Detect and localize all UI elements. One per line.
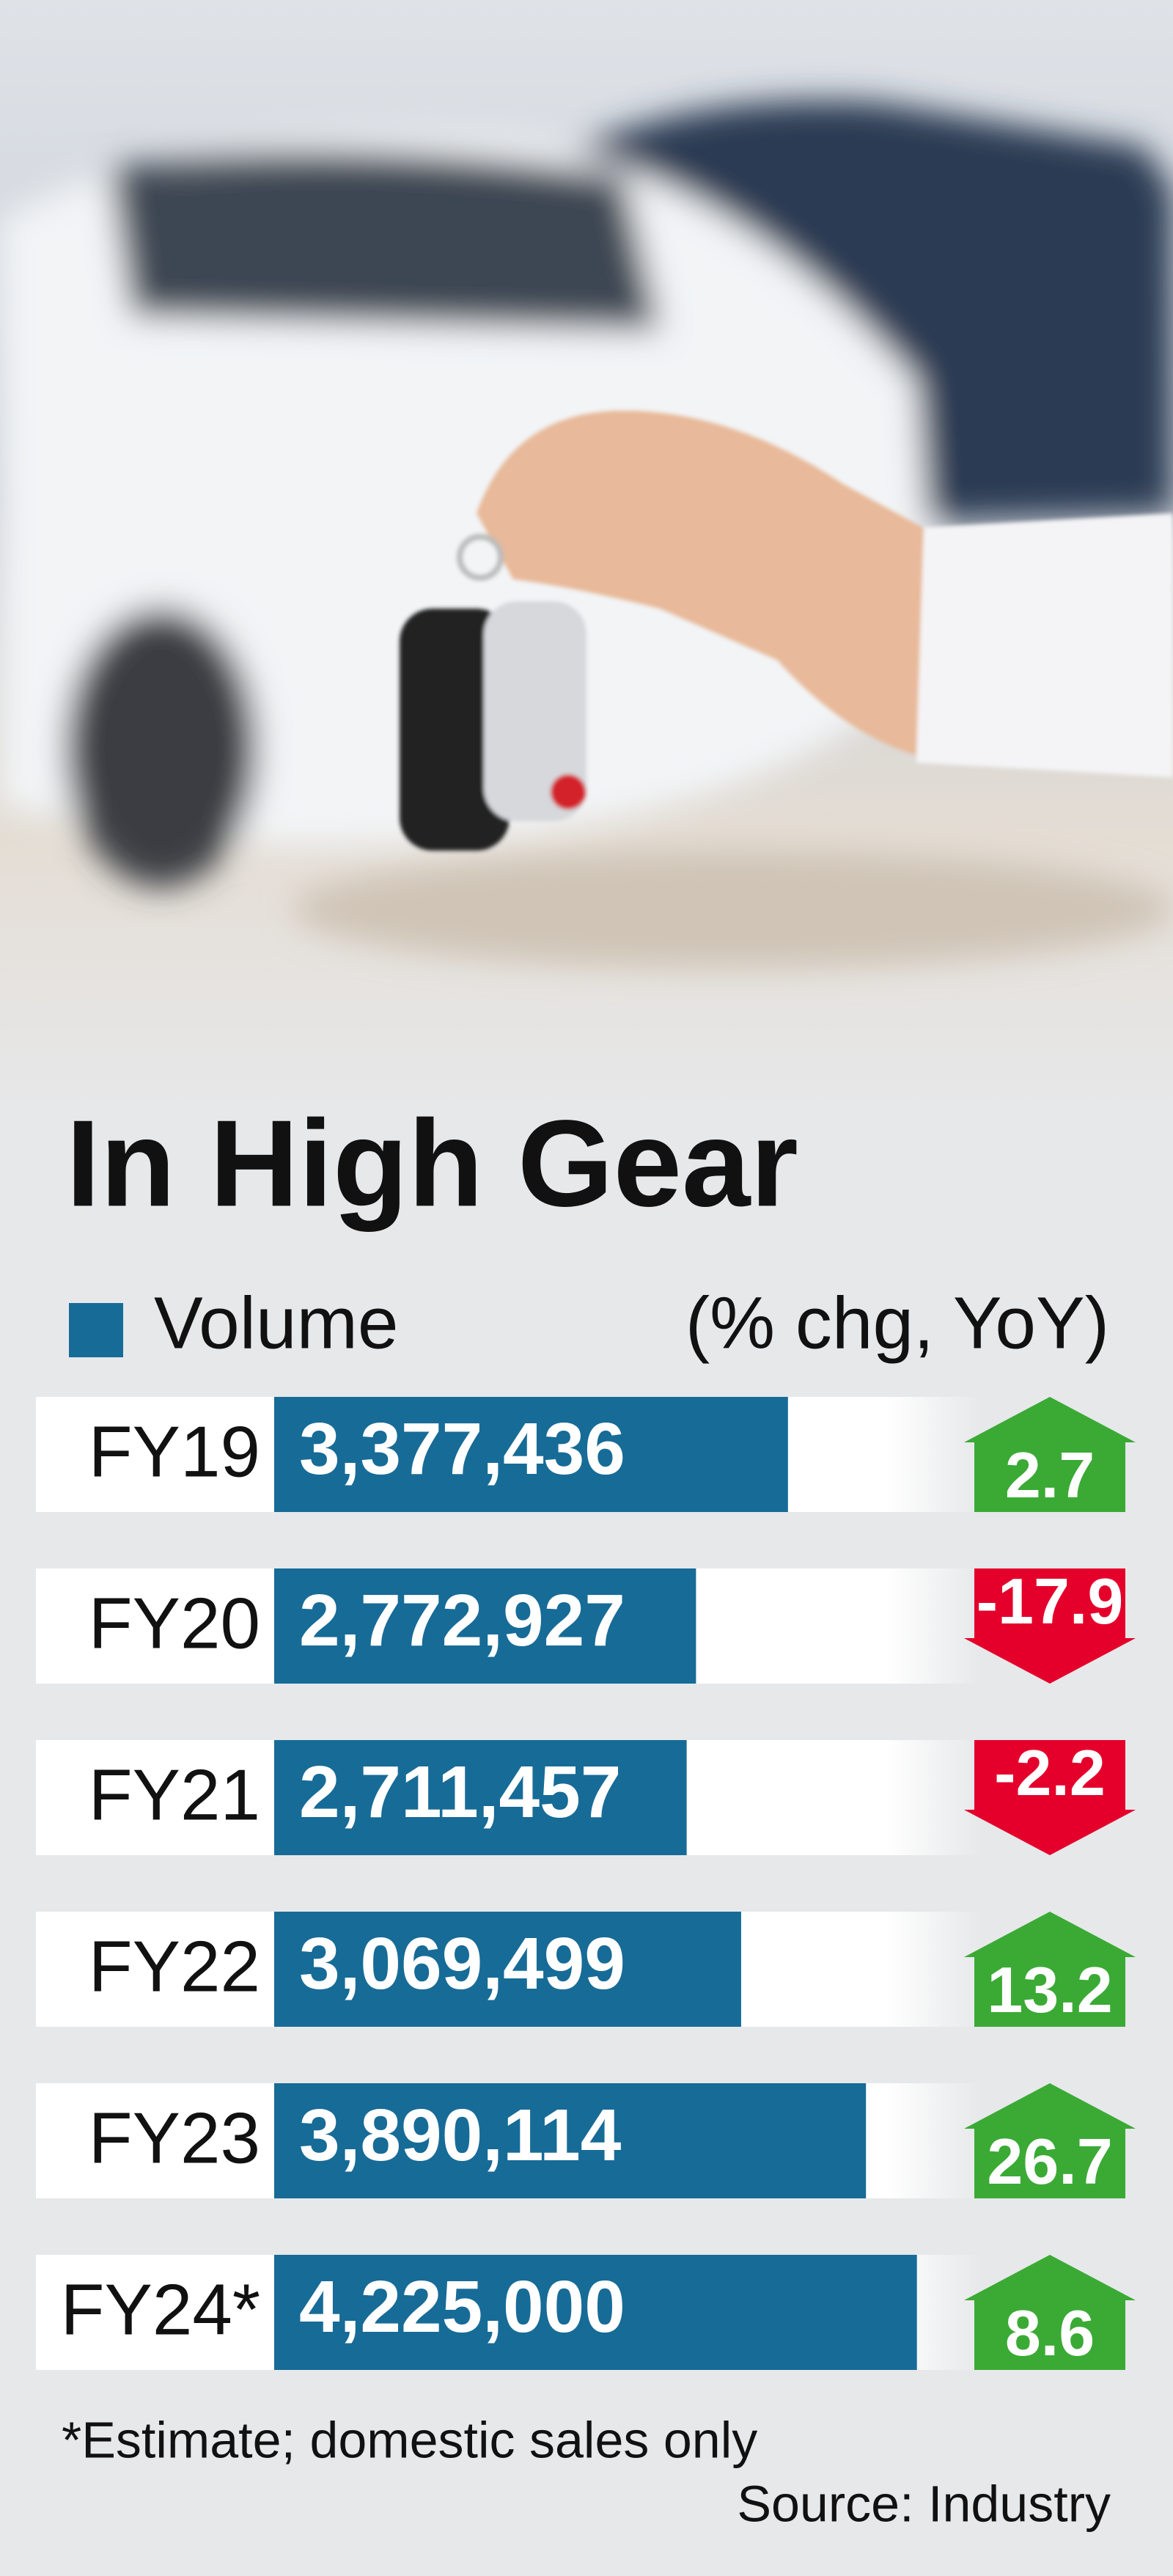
footnote: *Estimate; domestic sales only xyxy=(62,2411,757,2468)
value-label: 2,711,457 xyxy=(299,1751,621,1833)
up-arrow xyxy=(964,1397,1136,1512)
bar xyxy=(274,1912,741,2027)
chart-title: In High Gear xyxy=(66,1094,798,1232)
change-label: 2.7 xyxy=(1005,1439,1095,1511)
value-label: 3,069,499 xyxy=(299,1923,625,2005)
legend-label: Volume xyxy=(154,1282,399,1364)
change-label: 13.2 xyxy=(987,1953,1112,2026)
value-label: 4,225,000 xyxy=(299,2266,625,2348)
category-label: FY22 xyxy=(89,1926,260,2006)
down-arrow xyxy=(964,1568,1136,1684)
category-label: FY19 xyxy=(89,1411,260,1491)
legend-swatch xyxy=(69,1303,123,1357)
bar xyxy=(274,2083,867,2198)
rows: FY19 3,377,436 2.7 FY20 2,772,927 -17.9 FY21 2,… xyxy=(36,1397,1136,2370)
change-label: 26.7 xyxy=(987,2125,1112,2198)
source: Source: Industry xyxy=(737,2475,1111,2532)
change-header: (% chg, YoY) xyxy=(685,1282,1109,1364)
up-arrow xyxy=(964,2083,1136,2198)
photo xyxy=(0,0,1173,1115)
change-label: 8.6 xyxy=(1005,2297,1095,2369)
category-label: FY20 xyxy=(89,1582,260,1663)
bar xyxy=(274,2255,917,2370)
up-arrow xyxy=(964,1912,1136,2027)
bar xyxy=(274,1568,696,1684)
value-label: 2,772,927 xyxy=(299,1579,625,1662)
bar xyxy=(274,1397,788,1512)
value-label: 3,890,114 xyxy=(299,2094,622,2176)
category-label: FY21 xyxy=(89,1754,260,1835)
up-arrow xyxy=(964,2255,1136,2370)
category-label: FY23 xyxy=(89,2097,260,2178)
category-label: FY24* xyxy=(61,2269,260,2349)
value-label: 3,377,436 xyxy=(299,1408,625,1490)
change-label: -2.2 xyxy=(994,1736,1106,1809)
change-label: -17.9 xyxy=(977,1565,1124,1637)
bar xyxy=(274,1740,687,1855)
down-arrow xyxy=(964,1740,1136,1855)
